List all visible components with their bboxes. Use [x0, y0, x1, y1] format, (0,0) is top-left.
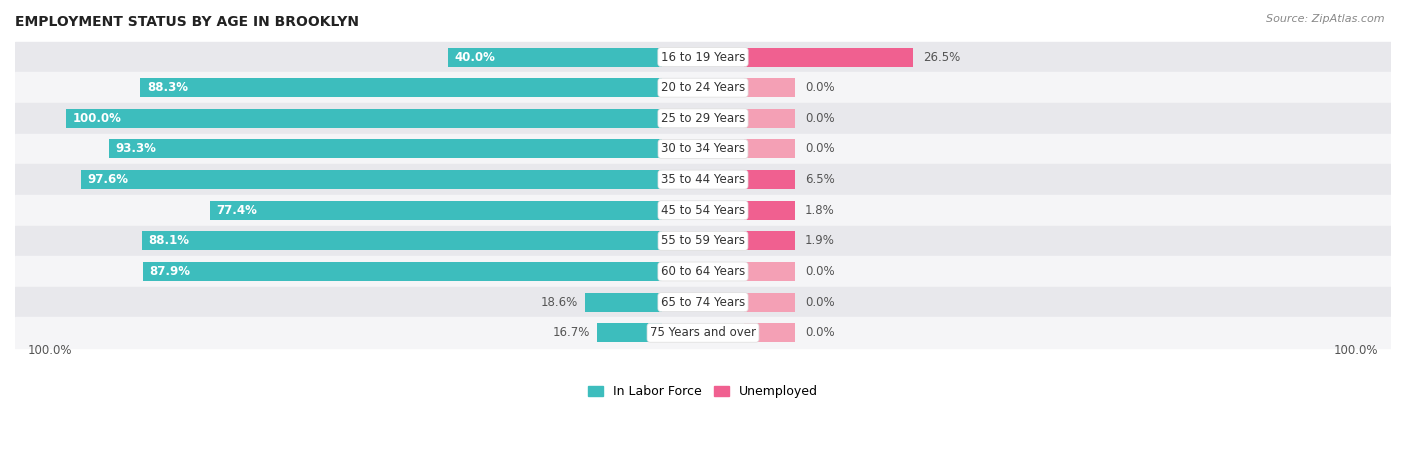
- Text: 0.0%: 0.0%: [804, 143, 835, 156]
- Text: 77.4%: 77.4%: [217, 204, 257, 217]
- Bar: [15, 287, 1391, 318]
- Bar: [15, 164, 1391, 195]
- Bar: [744, 293, 796, 312]
- Text: 0.0%: 0.0%: [804, 295, 835, 308]
- Text: 35 to 44 Years: 35 to 44 Years: [661, 173, 745, 186]
- Bar: [15, 226, 1391, 256]
- Bar: [82, 170, 662, 189]
- Text: 40.0%: 40.0%: [454, 51, 495, 64]
- Bar: [15, 103, 1391, 133]
- Bar: [142, 231, 662, 250]
- Text: 0.0%: 0.0%: [804, 81, 835, 94]
- Bar: [596, 323, 662, 342]
- Bar: [744, 201, 796, 220]
- Bar: [209, 201, 662, 220]
- Bar: [744, 323, 796, 342]
- Bar: [744, 47, 914, 67]
- Text: 0.0%: 0.0%: [804, 265, 835, 278]
- Text: 75 Years and over: 75 Years and over: [650, 326, 756, 339]
- Text: 60 to 64 Years: 60 to 64 Years: [661, 265, 745, 278]
- Text: 6.5%: 6.5%: [804, 173, 835, 186]
- Text: 16 to 19 Years: 16 to 19 Years: [661, 51, 745, 64]
- Text: 30 to 34 Years: 30 to 34 Years: [661, 143, 745, 156]
- Bar: [15, 133, 1391, 164]
- Bar: [143, 262, 662, 281]
- Text: 100.0%: 100.0%: [72, 112, 121, 125]
- Bar: [15, 72, 1391, 103]
- Bar: [744, 170, 796, 189]
- Bar: [108, 139, 662, 158]
- Bar: [66, 109, 662, 128]
- Text: 16.7%: 16.7%: [553, 326, 591, 339]
- Text: 87.9%: 87.9%: [149, 265, 190, 278]
- Bar: [585, 293, 662, 312]
- Bar: [15, 256, 1391, 287]
- Bar: [744, 109, 796, 128]
- Text: 65 to 74 Years: 65 to 74 Years: [661, 295, 745, 308]
- Text: 100.0%: 100.0%: [28, 344, 72, 357]
- Text: 20 to 24 Years: 20 to 24 Years: [661, 81, 745, 94]
- Bar: [744, 78, 796, 97]
- Bar: [449, 47, 662, 67]
- Text: 55 to 59 Years: 55 to 59 Years: [661, 235, 745, 247]
- Text: EMPLOYMENT STATUS BY AGE IN BROOKLYN: EMPLOYMENT STATUS BY AGE IN BROOKLYN: [15, 15, 359, 29]
- Bar: [15, 195, 1391, 226]
- Text: 26.5%: 26.5%: [922, 51, 960, 64]
- Text: 97.6%: 97.6%: [87, 173, 128, 186]
- Text: 1.8%: 1.8%: [804, 204, 835, 217]
- Text: 1.9%: 1.9%: [804, 235, 835, 247]
- Text: 18.6%: 18.6%: [541, 295, 578, 308]
- Text: 88.1%: 88.1%: [148, 235, 190, 247]
- Bar: [744, 262, 796, 281]
- Bar: [141, 78, 662, 97]
- Text: 0.0%: 0.0%: [804, 326, 835, 339]
- Text: 0.0%: 0.0%: [804, 112, 835, 125]
- Bar: [744, 139, 796, 158]
- Text: 25 to 29 Years: 25 to 29 Years: [661, 112, 745, 125]
- Text: 88.3%: 88.3%: [146, 81, 188, 94]
- Text: 93.3%: 93.3%: [115, 143, 156, 156]
- Text: 45 to 54 Years: 45 to 54 Years: [661, 204, 745, 217]
- Text: Source: ZipAtlas.com: Source: ZipAtlas.com: [1267, 14, 1385, 23]
- Bar: [15, 41, 1391, 72]
- Bar: [15, 318, 1391, 348]
- Text: 100.0%: 100.0%: [1334, 344, 1378, 357]
- Legend: In Labor Force, Unemployed: In Labor Force, Unemployed: [583, 380, 823, 403]
- Bar: [744, 231, 796, 250]
